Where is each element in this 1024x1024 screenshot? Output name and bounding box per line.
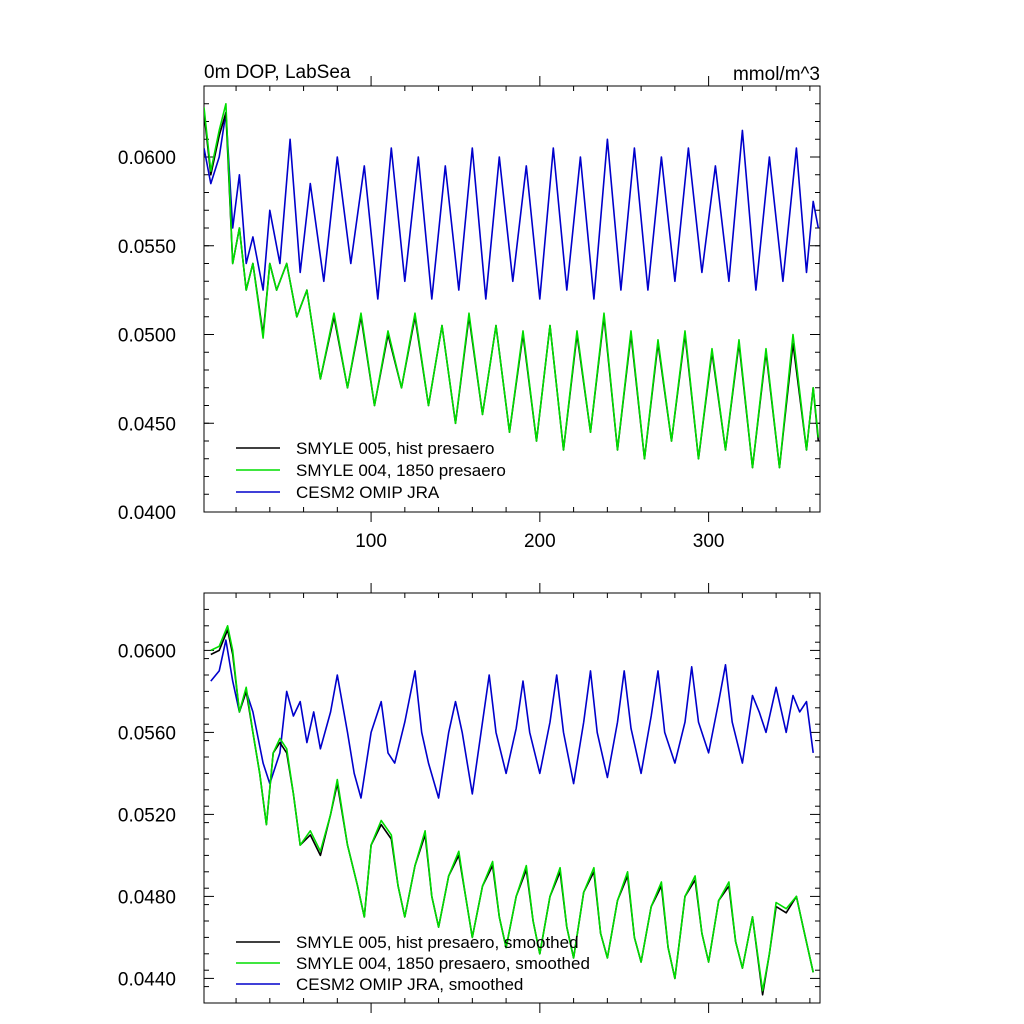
plot-frame	[203, 592, 821, 1004]
panel-1: 100 200 300 0.0400 0.0450 0.0500 0.0550 0.0600 0…	[118, 62, 821, 552]
series-line-3	[204, 111, 820, 300]
legend-label: SMYLE 005, hist presaero	[296, 439, 494, 458]
legend-label: SMYLE 004, 1850 presaero, smoothed	[296, 954, 590, 973]
y-tick-label: 0.0440	[118, 969, 176, 990]
series-line-2	[210, 624, 814, 992]
legend-label: SMYLE 005, hist presaero, smoothed	[296, 933, 579, 952]
y-tick-label: 0.0560	[118, 723, 176, 744]
series-line-2	[204, 103, 820, 469]
y-tick-label: 0.0400	[118, 503, 176, 524]
y-tick-label: 0.0550	[118, 237, 176, 258]
y-tick-label: 0.0600	[118, 148, 176, 169]
y-tick-label: 0.0600	[118, 641, 176, 662]
series-line-3	[210, 639, 814, 799]
units-label: mmol/m^3	[733, 64, 820, 85]
legend-label: CESM2 OMIP JRA	[296, 483, 440, 502]
panel-2: 0.0440 0.0480 0.0520 0.0560 0.0600 SMYLE 005,…	[118, 583, 821, 1013]
x-tick-label: 200	[524, 531, 556, 552]
y-tick-label: 0.0500	[118, 326, 176, 347]
legend-label: SMYLE 004, 1850 presaero	[296, 461, 506, 480]
legend-label: CESM2 OMIP JRA, smoothed	[296, 975, 523, 994]
y-tick-label: 0.0450	[118, 414, 176, 435]
x-tick-label: 100	[355, 531, 387, 552]
y-tick-label: 0.0520	[118, 805, 176, 826]
y-tick-label: 0.0480	[118, 887, 176, 908]
x-tick-label: 300	[693, 531, 725, 552]
chart-title: 0m DOP, LabSea	[204, 62, 351, 83]
